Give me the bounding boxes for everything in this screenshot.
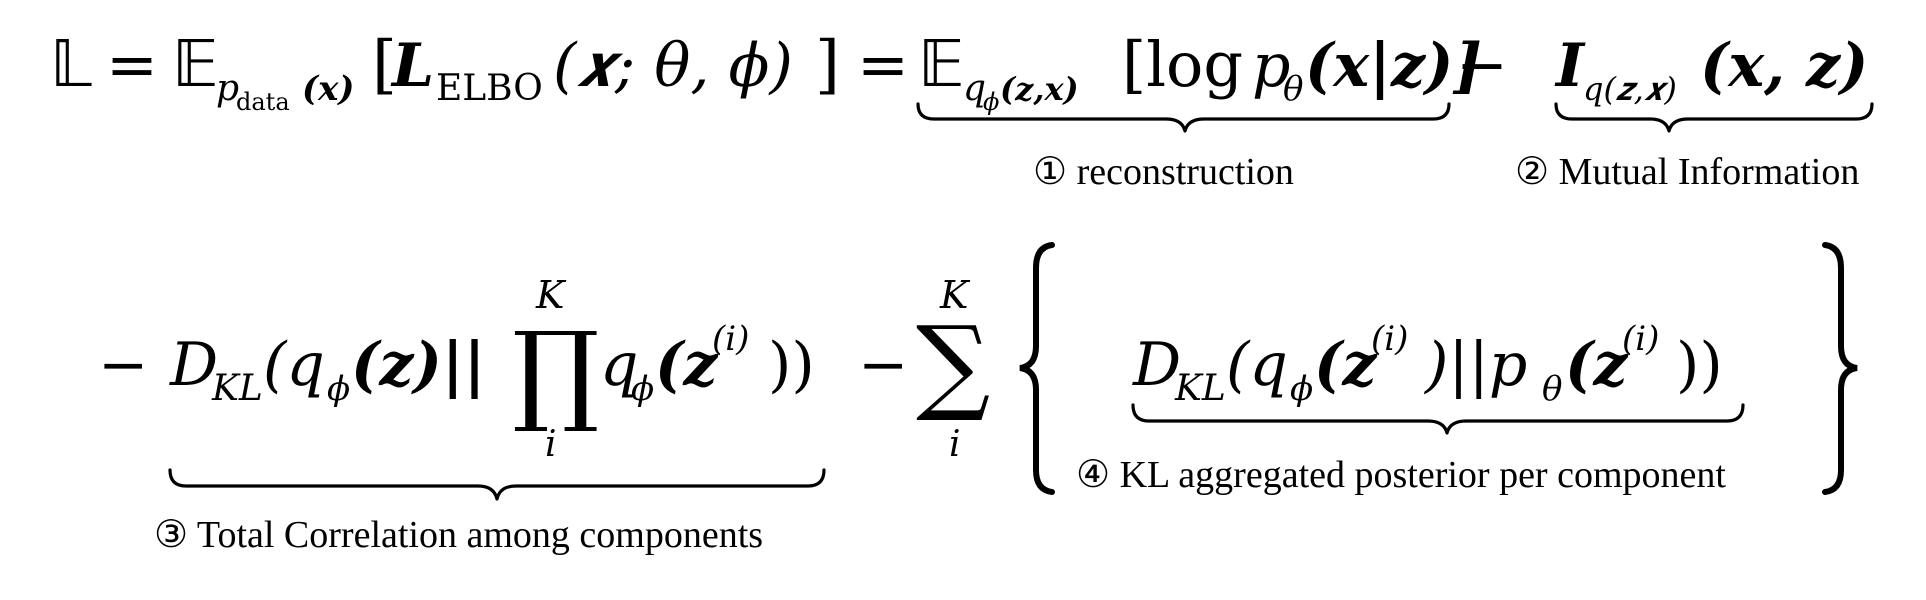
sum-lower: i [949, 424, 961, 465]
lhs-symbol: 𝕃 [50, 28, 92, 102]
tc-D: D [169, 330, 218, 400]
tc-phi-2: ϕ [631, 369, 654, 409]
expectation-sub-p: p [216, 68, 239, 109]
kl-theta: θ [1542, 369, 1562, 409]
kl-args-d: (𝒛 [1565, 330, 1629, 400]
kl-args-c: )||p [1423, 330, 1527, 400]
product-symbol: ∏ [512, 308, 600, 436]
sum-symbol: ∑ [916, 303, 990, 425]
tc-args-b: (𝒛)|| [351, 330, 486, 400]
expectation-symbol-2: 𝔼 [918, 28, 965, 102]
elbo-sub: ELBO [436, 68, 543, 109]
kl-superscript-2: (i) [1622, 319, 1659, 359]
log-open: [log [1122, 28, 1243, 101]
recon-theta: θ [1283, 69, 1303, 109]
minus-sign: − [1456, 28, 1508, 101]
kl-phi: ϕ [1290, 369, 1313, 409]
equation-line-1: 𝕃 = 𝔼 p data (𝒙) [ 𝑳 ELBO (𝒙; θ, ϕ) ] = … [50, 28, 1868, 116]
equation-line-2: − D KL (q ϕ (𝒛)|| ∏ K i q ϕ (𝒛 (i) )) − … [98, 273, 1723, 465]
curly-brace-open [1019, 242, 1055, 495]
caption-mutual-information: ② Mutual Information [1515, 151, 1859, 193]
elbo-args: (𝒙; θ, ϕ) [553, 31, 793, 101]
expectation-sub-data: data [236, 88, 290, 116]
tc-args-a: (q [263, 330, 325, 400]
bracket-open: [ [372, 28, 397, 102]
mi-sub: q(𝒛,𝒙) [1583, 70, 1677, 108]
mi-I: 𝑰 [1554, 31, 1586, 101]
kl-args-a: (q [1226, 330, 1288, 400]
expectation2-sub-phi: ϕ [983, 88, 999, 116]
underbrace-reconstruction [916, 102, 1451, 133]
tc-q: q [600, 330, 638, 400]
equals-sign-2: = [857, 28, 909, 101]
caption-reconstruction: ① reconstruction [1033, 151, 1294, 193]
curly-brace-close [1822, 242, 1858, 495]
caption-kl-per-component: ④ KL aggregated posterior per component [1076, 454, 1726, 496]
underbrace-kl-per-component [1131, 403, 1745, 435]
kl-D: D [1132, 330, 1181, 400]
kl-KL: KL [1174, 368, 1226, 409]
product-lower: i [545, 424, 557, 465]
kl-args-b: (𝒛 [1314, 330, 1378, 400]
caption-total-correlation: ③ Total Correlation among components [154, 514, 763, 556]
equals-sign: = [106, 28, 158, 101]
middle-minus: − [858, 330, 908, 400]
expectation2-sub-args: (𝒛,𝒙) [1000, 70, 1079, 108]
elbo-L: 𝑳 [390, 31, 434, 101]
kl-superscript-1: (i) [1371, 319, 1408, 359]
underbrace-total-correlation [168, 468, 826, 501]
tc-phi: ϕ [327, 369, 350, 409]
expectation-sub-arg: (𝒙) [302, 69, 354, 109]
tc-superscript: (i) [712, 319, 749, 359]
recon-p: p [1252, 31, 1290, 101]
product-upper: K [535, 273, 567, 317]
kl-args-e: )) [1676, 330, 1723, 400]
tc-args-d: )) [768, 330, 815, 400]
tc-KL: KL [211, 368, 263, 409]
bracket-close: ] [815, 28, 840, 102]
tc-args-c: (𝒛 [655, 330, 719, 400]
leading-minus: − [98, 330, 148, 400]
expectation-symbol: 𝔼 [172, 28, 219, 102]
mi-args: (𝒙, 𝒛) [1700, 31, 1868, 101]
sum-upper: K [939, 273, 971, 317]
expectation2-sub-q: q [963, 68, 986, 109]
underbrace-mutual-information [1554, 102, 1874, 133]
recon-args: (𝒙|𝒛)] [1305, 31, 1482, 101]
